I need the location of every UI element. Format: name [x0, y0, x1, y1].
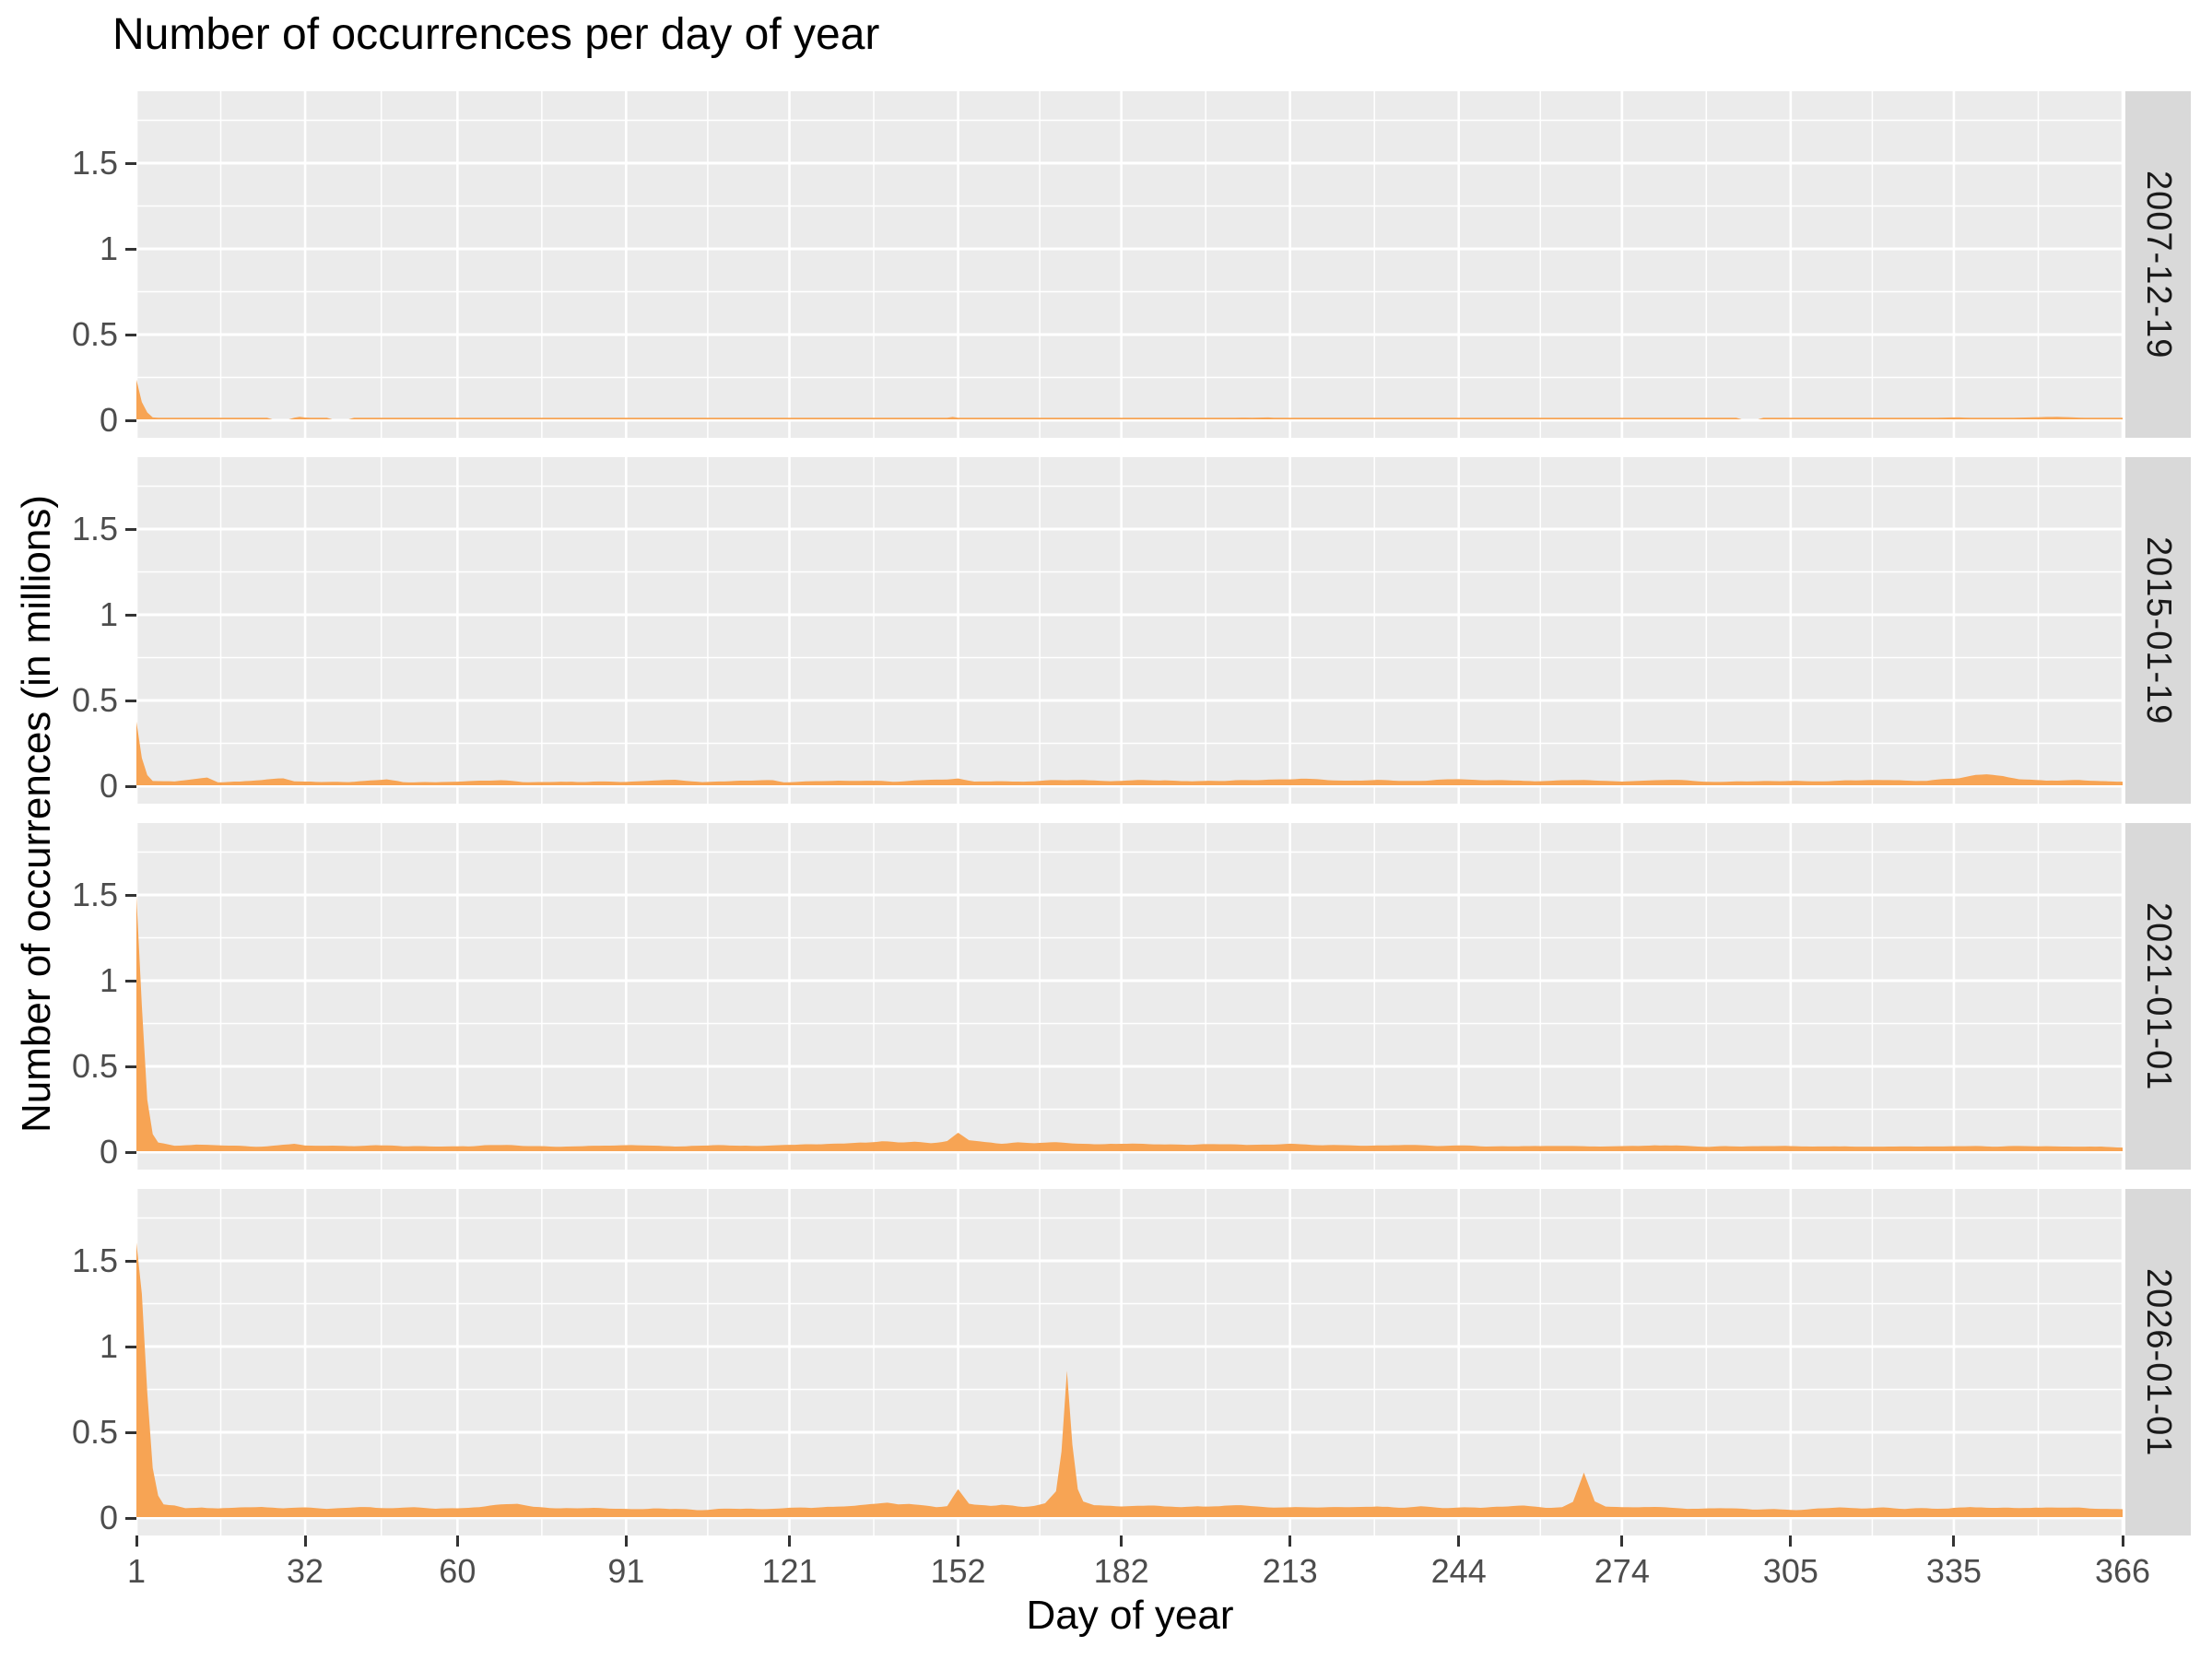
x-tick-mark [1457, 1535, 1461, 1547]
x-tick-mark [1288, 1535, 1292, 1547]
x-axis-label: Day of year [1026, 1593, 1234, 1638]
panel-background [136, 457, 2123, 804]
y-tick-label: 1 [99, 1327, 118, 1365]
x-tick-mark [1952, 1535, 1956, 1547]
y-tick-label: 0 [99, 1499, 118, 1536]
x-tick-mark [1620, 1535, 1624, 1547]
facet-strip-label: 2021-01-01 [2139, 901, 2178, 1091]
y-tick-mark [125, 1345, 136, 1348]
x-tick-label: 121 [761, 1552, 818, 1590]
x-tick-mark [135, 1535, 138, 1547]
x-tick-label: 182 [1093, 1552, 1149, 1590]
y-axis-label: Number of occurrences (in millions) [14, 495, 59, 1133]
y-tick-mark [125, 893, 136, 897]
x-tick-mark [787, 1535, 791, 1547]
x-tick-mark [624, 1535, 628, 1547]
y-tick-mark [125, 784, 136, 788]
y-tick-mark [125, 1430, 136, 1434]
y-tick-label: 0 [99, 767, 118, 805]
y-tick-mark [125, 1065, 136, 1068]
y-tick-label: 1.5 [71, 144, 118, 182]
y-tick-label: 0.5 [71, 1047, 118, 1085]
x-tick-label: 305 [1762, 1552, 1818, 1590]
y-tick-label: 1 [99, 229, 118, 267]
x-tick-label: 366 [2094, 1552, 2151, 1590]
y-tick-label: 1 [99, 595, 118, 633]
facet-panel-2021-01-01 [136, 823, 2123, 1170]
x-tick-label: 32 [286, 1552, 324, 1590]
x-tick-label: 1 [126, 1552, 147, 1590]
x-tick-mark [303, 1535, 307, 1547]
y-tick-label: 0 [99, 401, 118, 439]
x-tick-label: 213 [1262, 1552, 1318, 1590]
panel-background [136, 91, 2123, 438]
facet-strip-label: 2007-12-19 [2139, 170, 2178, 359]
panel-background [136, 823, 2123, 1170]
y-tick-mark [125, 333, 136, 336]
y-tick-label: 1.5 [71, 510, 118, 547]
facet-strip-label: 2015-01-19 [2139, 535, 2178, 725]
y-tick-label: 1 [99, 961, 118, 999]
x-tick-label: 60 [439, 1552, 477, 1590]
y-tick-mark [125, 699, 136, 702]
facet-panel-2007-12-19 [136, 91, 2123, 438]
y-tick-label: 0.5 [71, 681, 118, 719]
y-tick-mark [125, 613, 136, 617]
x-tick-label: 91 [607, 1552, 645, 1590]
y-tick-mark [125, 1259, 136, 1263]
y-tick-mark [125, 1150, 136, 1154]
panel-background [136, 1189, 2123, 1535]
y-tick-mark [125, 247, 136, 251]
facet-strip-2015-01-19: 2015-01-19 [2125, 457, 2191, 804]
facet-panel-2015-01-19 [136, 457, 2123, 804]
x-tick-label: 244 [1430, 1552, 1487, 1590]
y-tick-mark [125, 1516, 136, 1520]
y-tick-label: 1.5 [71, 876, 118, 913]
y-tick-mark [125, 161, 136, 165]
y-tick-label: 0.5 [71, 1413, 118, 1451]
x-tick-mark [957, 1535, 960, 1547]
chart-title: Number of occurrences per day of year [112, 10, 880, 59]
facet-panel-2026-01-01 [136, 1189, 2123, 1535]
facet-strip-2007-12-19: 2007-12-19 [2125, 91, 2191, 438]
y-tick-mark [125, 527, 136, 531]
facet-strip-2021-01-01: 2021-01-01 [2125, 823, 2191, 1170]
x-tick-mark [455, 1535, 459, 1547]
y-tick-label: 0 [99, 1133, 118, 1171]
facet-strip-2026-01-01: 2026-01-01 [2125, 1189, 2191, 1535]
x-tick-label: 152 [930, 1552, 986, 1590]
x-tick-mark [1120, 1535, 1124, 1547]
x-tick-label: 274 [1594, 1552, 1650, 1590]
x-tick-mark [2121, 1535, 2124, 1547]
y-tick-mark [125, 979, 136, 982]
facet-strip-label: 2026-01-01 [2139, 1267, 2178, 1457]
x-tick-mark [1789, 1535, 1793, 1547]
x-tick-label: 335 [1925, 1552, 1983, 1590]
y-tick-label: 0.5 [71, 315, 118, 353]
y-tick-label: 1.5 [71, 1241, 118, 1279]
y-tick-mark [125, 418, 136, 422]
